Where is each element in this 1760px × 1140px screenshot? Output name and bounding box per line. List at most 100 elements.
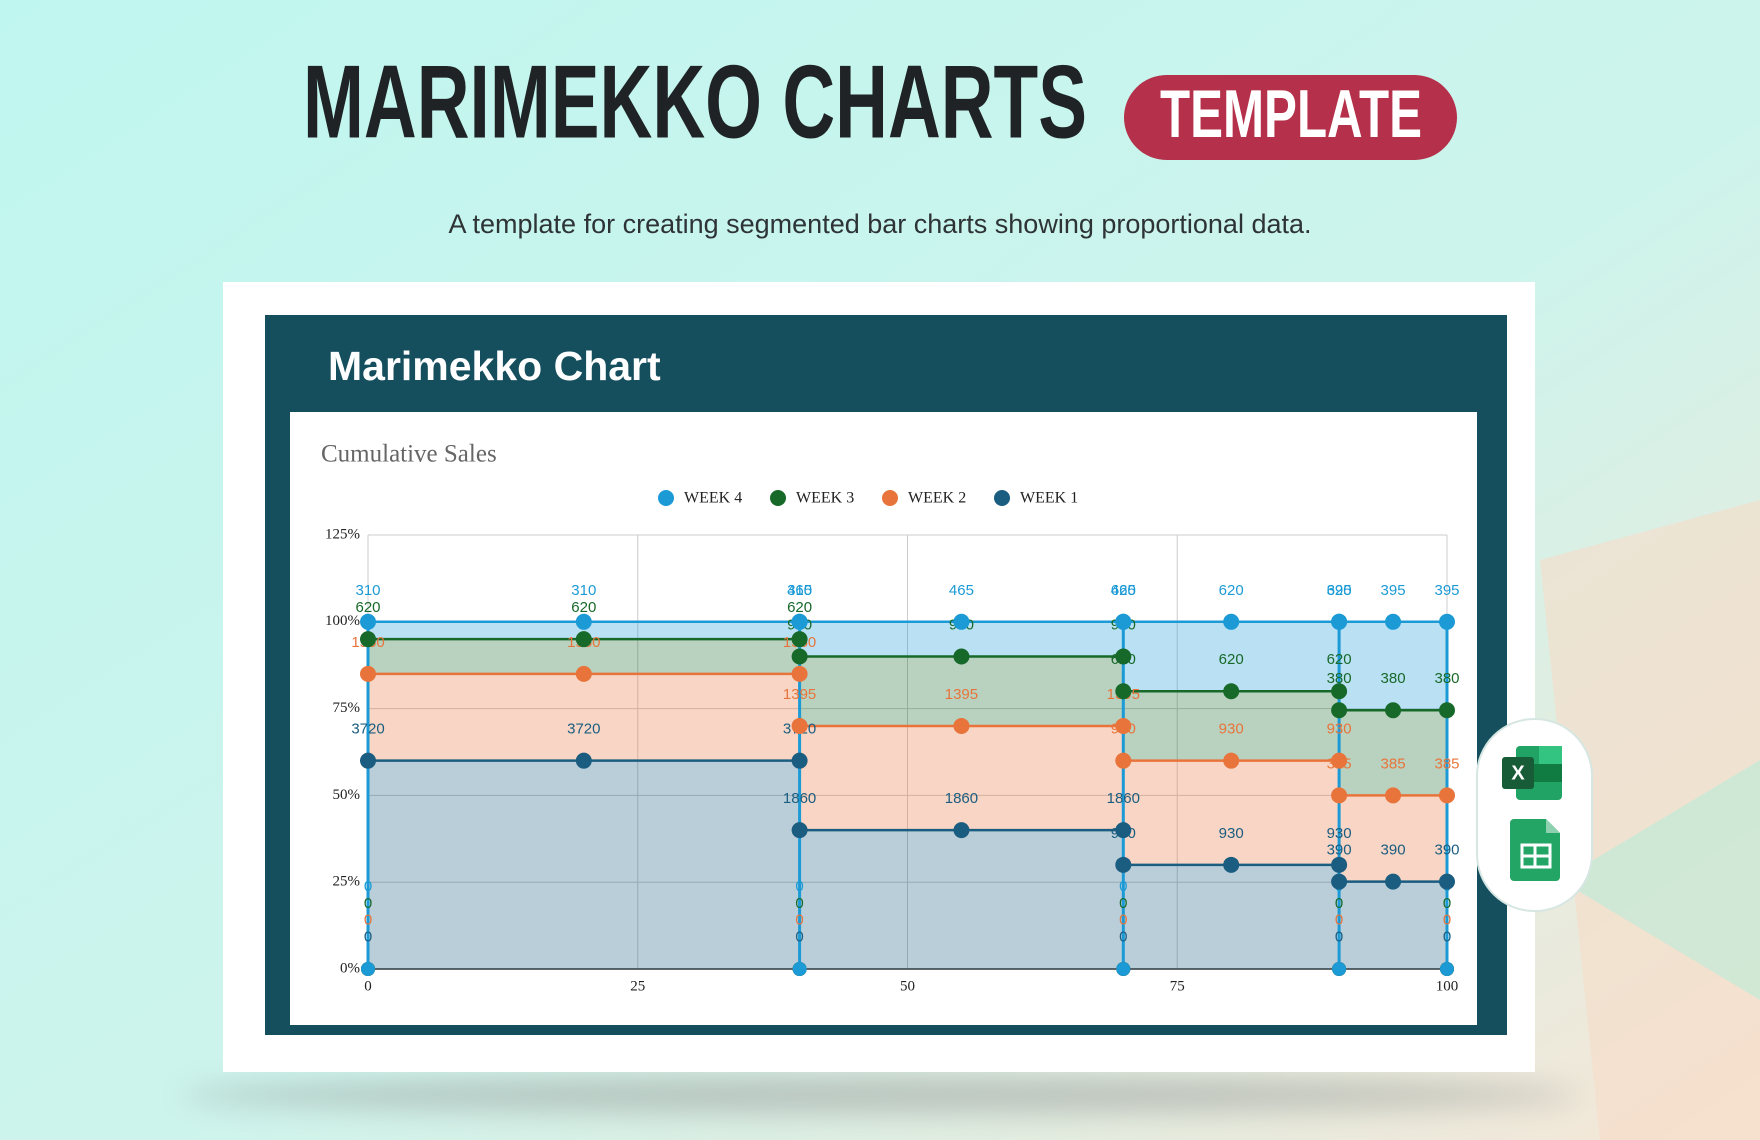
value-label: 390 bbox=[1327, 842, 1352, 859]
segment bbox=[1339, 881, 1447, 969]
segment bbox=[368, 673, 800, 761]
y-tick-label: 75% bbox=[333, 700, 361, 716]
point-marker bbox=[791, 717, 808, 734]
boundary-label: 0 bbox=[1119, 928, 1127, 945]
segment bbox=[1339, 795, 1447, 882]
legend-marker bbox=[658, 490, 674, 506]
point-marker bbox=[1115, 613, 1132, 630]
point-marker bbox=[575, 752, 592, 769]
point-marker bbox=[1331, 752, 1348, 769]
value-label: 930 bbox=[1327, 825, 1352, 842]
value-label: 1860 bbox=[945, 790, 978, 807]
point-marker bbox=[1331, 856, 1348, 873]
value-label: 1860 bbox=[783, 790, 816, 807]
point-marker bbox=[791, 648, 808, 665]
boundary-marker bbox=[792, 962, 807, 976]
card-shadow bbox=[180, 1077, 1580, 1113]
boundary-marker bbox=[361, 962, 375, 976]
point-marker bbox=[1331, 702, 1348, 719]
boundary-label: 0 bbox=[795, 895, 803, 912]
y-tick-label: 100% bbox=[325, 613, 360, 629]
point-marker bbox=[1331, 683, 1348, 700]
y-tick-label: 25% bbox=[333, 874, 361, 890]
boundary-label: 0 bbox=[364, 895, 372, 912]
value-label: 620 bbox=[1111, 582, 1136, 599]
segment bbox=[368, 621, 800, 640]
boundary-label: 0 bbox=[364, 878, 372, 895]
point-marker bbox=[1223, 752, 1240, 769]
segment bbox=[1339, 710, 1447, 796]
point-marker bbox=[1223, 613, 1240, 630]
point-marker bbox=[1223, 856, 1240, 873]
point-marker bbox=[1439, 873, 1455, 890]
point-marker bbox=[1385, 702, 1402, 719]
value-label: 465 bbox=[949, 582, 974, 599]
point-marker bbox=[791, 631, 808, 648]
excel-icon: X bbox=[1502, 746, 1562, 800]
point-marker bbox=[1115, 856, 1132, 873]
segment bbox=[1123, 691, 1340, 761]
segment bbox=[799, 656, 1124, 726]
value-label: 1395 bbox=[945, 686, 978, 703]
boundary-marker bbox=[1116, 962, 1131, 976]
boundary-label: 0 bbox=[1443, 928, 1451, 945]
legend-label: WEEK 4 bbox=[684, 490, 742, 507]
value-label: 1395 bbox=[783, 686, 816, 703]
point-marker bbox=[1331, 787, 1348, 804]
point-marker bbox=[1385, 787, 1402, 804]
value-label: 465 bbox=[787, 582, 812, 599]
point-marker bbox=[791, 665, 808, 682]
panel-title: Marimekko Chart bbox=[328, 343, 661, 389]
y-tick-label: 125% bbox=[325, 526, 360, 542]
value-label: 3720 bbox=[567, 721, 600, 738]
value-label: 395 bbox=[1381, 582, 1406, 599]
value-label: 620 bbox=[1219, 582, 1244, 599]
boundary-label: 0 bbox=[1335, 912, 1343, 929]
point-marker bbox=[1331, 613, 1348, 630]
value-label: 620 bbox=[1111, 651, 1136, 668]
point-marker bbox=[953, 717, 970, 734]
value-label: 310 bbox=[355, 582, 380, 599]
point-marker bbox=[1115, 683, 1132, 700]
point-marker bbox=[360, 752, 376, 769]
legend-label: WEEK 1 bbox=[1020, 490, 1078, 507]
x-tick-label: 75 bbox=[1170, 978, 1185, 994]
x-tick-label: 100 bbox=[1436, 978, 1459, 994]
value-label: 3720 bbox=[351, 721, 384, 738]
point-marker bbox=[1439, 613, 1455, 630]
point-marker bbox=[1115, 752, 1132, 769]
legend-marker bbox=[770, 490, 786, 506]
segment bbox=[1123, 760, 1340, 865]
value-label: 930 bbox=[1327, 721, 1352, 738]
boundary-label: 0 bbox=[1335, 928, 1343, 945]
boundary-label: 0 bbox=[1443, 912, 1451, 929]
point-marker bbox=[575, 631, 592, 648]
chart-area bbox=[290, 412, 1477, 1025]
chart-title: Cumulative Sales bbox=[321, 441, 497, 468]
boundary-label: 0 bbox=[795, 928, 803, 945]
point-marker bbox=[1385, 613, 1402, 630]
boundary-label: 0 bbox=[1119, 878, 1127, 895]
segment bbox=[799, 830, 1124, 969]
page-title: MARIMEKKO CHARTS bbox=[303, 44, 1087, 160]
value-label: 380 bbox=[1381, 670, 1406, 687]
boundary-label: 0 bbox=[1443, 895, 1451, 912]
legend-marker bbox=[882, 490, 898, 506]
point-marker bbox=[1385, 873, 1402, 890]
x-tick-label: 0 bbox=[364, 978, 372, 994]
value-label: 620 bbox=[355, 599, 380, 616]
value-label: 310 bbox=[571, 582, 596, 599]
segment bbox=[1339, 621, 1447, 711]
value-label: 620 bbox=[787, 599, 812, 616]
value-label: 620 bbox=[1327, 651, 1352, 668]
svg-text:X: X bbox=[1511, 762, 1525, 784]
point-marker bbox=[953, 613, 970, 630]
value-label: 620 bbox=[571, 599, 596, 616]
boundary-label: 0 bbox=[1119, 895, 1127, 912]
point-marker bbox=[791, 752, 808, 769]
value-label: 385 bbox=[1327, 755, 1352, 772]
point-marker bbox=[1115, 648, 1132, 665]
point-marker bbox=[791, 613, 808, 630]
point-marker bbox=[1115, 822, 1132, 839]
